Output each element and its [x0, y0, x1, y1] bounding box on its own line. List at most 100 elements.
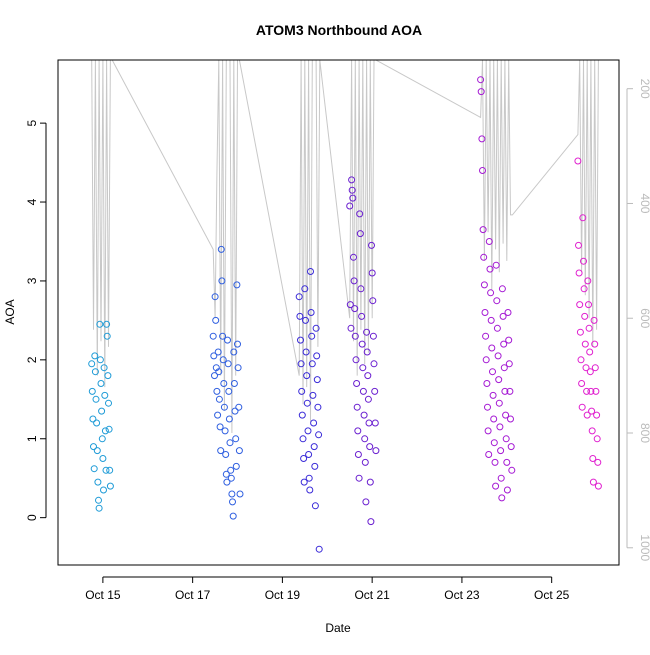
- data-point-3-39: [370, 360, 378, 368]
- data-point-5-23: [588, 427, 596, 435]
- data-point-2-3: [297, 360, 305, 368]
- data-point-4-26: [493, 297, 501, 305]
- data-point-4-33: [497, 474, 505, 482]
- data-point-4-4: [479, 226, 487, 234]
- data-point-2-13: [303, 399, 311, 407]
- data-point-5-21: [587, 387, 595, 395]
- data-point-3-20: [358, 340, 366, 348]
- data-point-5-9: [580, 257, 587, 265]
- data-point-2-9: [301, 285, 309, 293]
- data-point-4-16: [487, 289, 495, 297]
- data-point-4-44: [504, 309, 512, 316]
- data-point-5-3: [576, 301, 584, 309]
- data-point-2-19: [307, 309, 315, 316]
- data-point-1-33: [230, 348, 238, 356]
- x-axis: Oct 15 Oct 17 Oct 19 Oct 21 Oct 23 Oct 25: [85, 576, 570, 602]
- data-point-5-14: [583, 387, 591, 395]
- data-point-3-21: [359, 364, 367, 372]
- data-point-0-9: [93, 447, 101, 455]
- data-point-0-5: [91, 352, 99, 360]
- data-point-0-7: [92, 395, 100, 403]
- data-point-0-19: [100, 486, 107, 494]
- data-point-4-17: [487, 316, 495, 324]
- data-point-5-29: [592, 387, 600, 395]
- data-point-1-20: [222, 451, 230, 458]
- data-point-1-39: [234, 340, 241, 348]
- data-point-5-4: [576, 328, 584, 336]
- data-point-4-9: [482, 356, 490, 364]
- data-point-0-8: [93, 419, 101, 427]
- data-point-3-5: [349, 194, 357, 202]
- data-point-0-27: [105, 399, 112, 407]
- data-point-3-9: [351, 332, 359, 340]
- data-point-4-1: [477, 88, 485, 96]
- data-point-5-11: [581, 312, 589, 320]
- data-point-3-35: [368, 241, 375, 249]
- data-point-3-38: [369, 332, 377, 340]
- data-point-4-14: [485, 238, 493, 245]
- data-point-1-28: [227, 466, 235, 474]
- data-point-1-8: [214, 348, 222, 356]
- data-point-5-33: [594, 482, 602, 490]
- data-point-1-36: [232, 435, 240, 443]
- data-point-3-42: [372, 447, 380, 455]
- data-point-4-12: [484, 427, 492, 435]
- data-point-0-22: [101, 427, 109, 435]
- data-point-3-36: [368, 269, 376, 277]
- data-point-0-6: [91, 368, 99, 376]
- data-point-4-29: [495, 376, 503, 384]
- data-point-3-27: [363, 328, 371, 336]
- data-point-5-6: [578, 380, 586, 387]
- data-point-0-24: [103, 320, 111, 328]
- data-point-5-32: [594, 458, 602, 466]
- x-tick-label-5: Oct 25: [534, 588, 570, 602]
- y-tick-label-2: 2: [25, 356, 39, 363]
- data-point-1-19: [221, 427, 229, 435]
- data-point-5-25: [589, 478, 597, 486]
- data-point-0-13: [96, 320, 104, 328]
- data-point-0-21: [101, 391, 109, 399]
- data-point-5-7: [578, 403, 586, 411]
- pressure-layer: [91, 59, 599, 434]
- data-point-2-32: [315, 545, 323, 553]
- data-point-5-0: [574, 157, 582, 165]
- data-point-4-7: [481, 309, 489, 316]
- data-point-4-48: [507, 415, 514, 423]
- data-point-5-5: [577, 356, 585, 364]
- data-point-5-16: [584, 277, 592, 285]
- data-point-4-5: [480, 253, 488, 261]
- data-point-1-14: [218, 277, 226, 285]
- data-point-4-6: [480, 281, 488, 289]
- data-point-1-2: [211, 372, 218, 380]
- data-point-2-27: [312, 324, 320, 332]
- data-point-4-47: [506, 387, 514, 395]
- data-point-4-21: [490, 415, 498, 423]
- data-point-1-32: [229, 512, 237, 520]
- data-point-3-18: [357, 285, 365, 293]
- data-point-0-17: [98, 435, 106, 443]
- data-point-3-16: [356, 210, 364, 218]
- data-point-2-6: [299, 435, 307, 443]
- data-point-4-2: [478, 135, 486, 143]
- data-point-4-0: [477, 76, 485, 84]
- data-point-0-3: [90, 443, 97, 451]
- data-point-0-1: [88, 387, 96, 395]
- data-point-1-18: [220, 403, 228, 411]
- data-point-4-41: [502, 435, 510, 443]
- data-point-5-19: [586, 348, 594, 356]
- data-point-2-23: [310, 419, 318, 427]
- data-point-2-11: [302, 348, 310, 356]
- y-axis: 0 1 2 3 4 5: [25, 119, 47, 521]
- data-point-0-23: [102, 466, 110, 474]
- data-point-2-20: [308, 332, 316, 340]
- data-point-5-28: [591, 364, 599, 372]
- data-point-1-15: [219, 332, 227, 340]
- data-point-3-10: [352, 356, 360, 364]
- data-point-1-42: [235, 447, 243, 455]
- data-point-1-6: [213, 387, 221, 395]
- x-tick-label-2: Oct 19: [265, 588, 301, 602]
- data-point-0-26: [104, 372, 112, 380]
- data-point-3-37: [369, 297, 377, 305]
- data-point-0-11: [95, 496, 102, 504]
